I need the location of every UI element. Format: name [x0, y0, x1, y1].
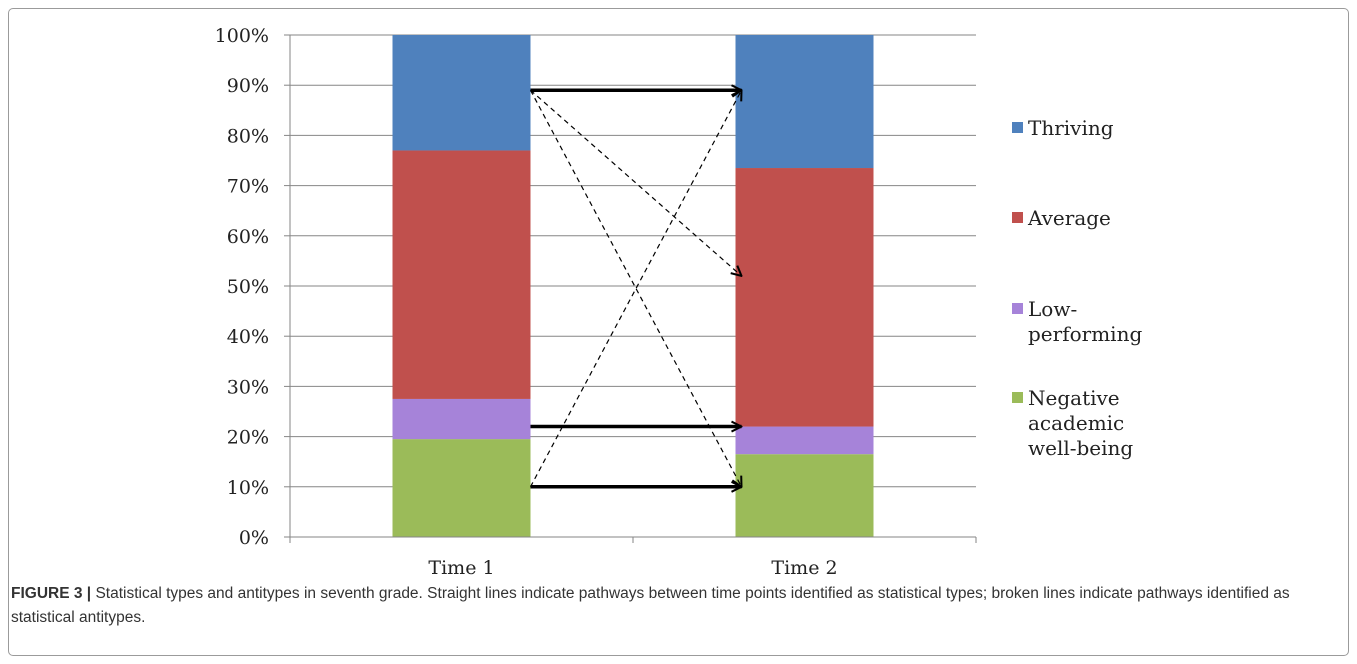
- bar-segment: [392, 439, 531, 537]
- stacked-bar-chart: 0% 10% 20% 30% 40% 50% 60% 70% 80% 90% 100% Time 1 T…: [215, 25, 1143, 579]
- legend-swatch: [1012, 212, 1023, 223]
- bar-segment: [735, 35, 874, 169]
- antitype-pathway-arrow: [530, 89, 742, 276]
- legend-label: Average: [1027, 206, 1111, 230]
- bar-segment: [392, 150, 531, 399]
- bar-segment: [735, 426, 874, 455]
- legend-label: Low-performing: [1028, 297, 1142, 346]
- y-tick-label: 50%: [227, 276, 269, 298]
- y-tick-label: 80%: [227, 125, 269, 147]
- legend-label: Negative academic well-being: [1028, 386, 1133, 460]
- y-tick-label: 30%: [227, 376, 269, 398]
- caption-label: FIGURE 3 |: [11, 585, 92, 602]
- x-category-label: Time 2: [771, 557, 837, 579]
- antitype-pathway-arrow: [529, 90, 742, 488]
- axes: 0% 10% 20% 30% 40% 50% 60% 70% 80% 90% 100% Time 1 T…: [215, 25, 977, 579]
- legend-swatch: [1012, 303, 1023, 314]
- bar-segment: [392, 35, 531, 151]
- y-tick-label: 90%: [227, 75, 269, 97]
- figure-frame: [8, 8, 1349, 656]
- y-tick-label: 70%: [227, 176, 269, 198]
- bar-segment: [735, 168, 874, 427]
- y-tick-label: 10%: [227, 477, 269, 499]
- legend: Thriving Average Low-performing Negative aca…: [1012, 116, 1142, 460]
- antitype-pathway-arrow: [529, 89, 742, 487]
- x-category-label: Time 1: [428, 557, 494, 579]
- y-tick-label: 60%: [227, 226, 269, 248]
- pathway-arrows: [529, 89, 742, 488]
- legend-swatch: [1012, 122, 1023, 133]
- y-tick-label: 100%: [215, 25, 269, 47]
- y-tick-label: 40%: [227, 326, 269, 348]
- figure-caption: FIGURE 3 | Statistical types and antityp…: [11, 582, 1341, 630]
- bar-segment: [735, 454, 874, 537]
- bar-segment: [392, 398, 531, 440]
- y-tick-label: 0%: [239, 527, 269, 549]
- y-tick-label: 20%: [227, 427, 269, 449]
- caption-text: Statistical types and antitypes in seven…: [11, 585, 1290, 626]
- legend-swatch: [1012, 392, 1023, 403]
- legend-label: Thriving: [1028, 116, 1114, 140]
- bars: [392, 35, 874, 537]
